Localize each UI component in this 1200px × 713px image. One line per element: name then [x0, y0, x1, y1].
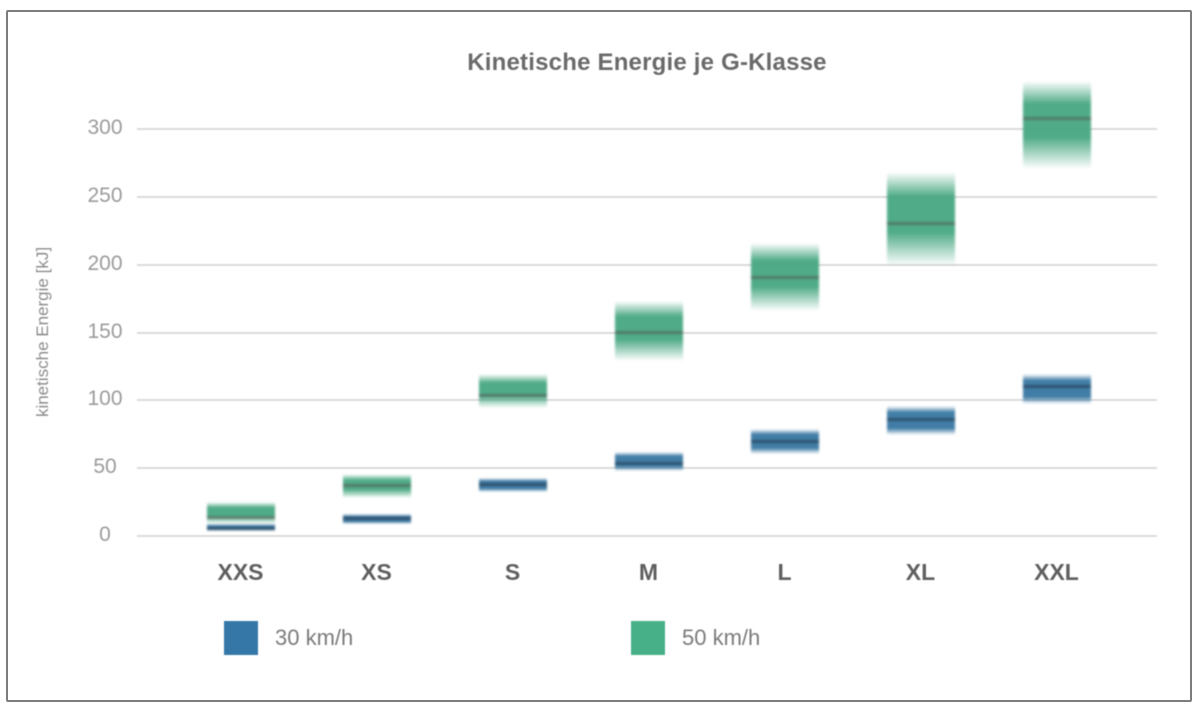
y-tick-label-250: 250 [87, 184, 123, 207]
bar-50kmh-s [478, 373, 547, 409]
y-tick-label-200: 200 [87, 251, 123, 275]
y-tick-label-50: 50 [93, 455, 117, 479]
y-tick-label-100: 100 [87, 387, 123, 411]
x-category-label-l: L [777, 559, 792, 585]
bar-30kmh-xxl [1022, 373, 1091, 404]
mean-line-30kmh-m [614, 461, 683, 465]
mean-line-30kmh-xs [342, 517, 411, 521]
mean-line-50kmh-xl [886, 222, 955, 226]
bar-50kmh-xxl [1022, 81, 1091, 169]
gridline-100 [137, 399, 1157, 402]
legend-label-30kmh: 30 km/h [275, 625, 354, 650]
mean-line-30kmh-l [750, 440, 819, 444]
x-category-label-xxl: XXL [1034, 559, 1079, 585]
bar-50kmh-m [614, 300, 683, 361]
legend-swatch-30kmh [224, 621, 258, 655]
bar-30kmh-m [614, 452, 683, 472]
mean-line-50kmh-xxs [206, 516, 275, 520]
gridline-300 [137, 128, 1157, 131]
figure-border [6, 10, 1192, 702]
y-tick-label-0: 0 [99, 523, 111, 546]
mean-line-50kmh-s [478, 393, 547, 397]
x-category-label-s: S [504, 559, 521, 585]
mean-line-50kmh-l [750, 276, 819, 280]
bar-50kmh-xl [886, 171, 955, 267]
mean-line-30kmh-s [478, 483, 547, 487]
x-category-label-xs: XS [361, 559, 392, 585]
mean-line-50kmh-xxl [1022, 116, 1091, 120]
gridline-250 [137, 196, 1157, 198]
legend-label-50kmh: 50 km/h [682, 625, 761, 650]
y-axis-title: kinetische Energie [kJ] [33, 246, 52, 418]
mean-line-50kmh-xs [342, 483, 411, 487]
y-tick-label-150: 150 [87, 319, 123, 343]
x-category-label-m: M [638, 559, 659, 585]
y-tick-label-300: 300 [87, 116, 123, 140]
mean-line-30kmh-xl [886, 418, 955, 422]
gridline-0 [137, 535, 1157, 537]
mean-line-30kmh-xxl [1022, 385, 1091, 389]
x-category-label-xl: XL [905, 559, 936, 585]
x-category-label-xxs: XXS [217, 559, 264, 585]
gridline-200 [137, 263, 1157, 266]
legend-swatch-50kmh [631, 621, 665, 655]
mean-line-30kmh-xxs [206, 527, 275, 531]
mean-line-50kmh-m [614, 331, 683, 335]
chart-title: Kinetische Energie je G-Klasse [467, 49, 827, 76]
bar-50kmh-xxs [206, 501, 275, 525]
